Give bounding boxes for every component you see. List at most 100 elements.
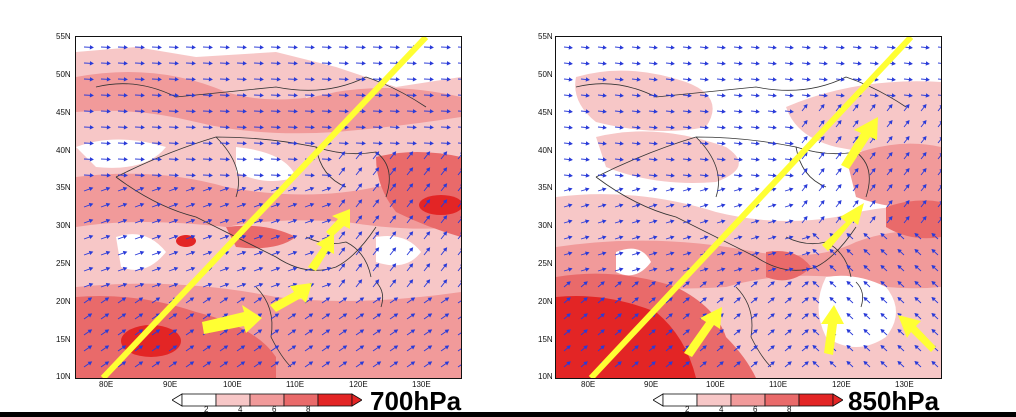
wind-vector-head [391, 279, 397, 284]
wind-vector-head [721, 61, 726, 66]
wind-vector [457, 348, 461, 352]
wind-vector-head [408, 183, 414, 188]
wind-vector-head [173, 234, 179, 240]
wind-vector-head [139, 202, 145, 208]
wind-vector-head [619, 251, 624, 256]
wind-vector-head [755, 61, 760, 66]
wind-vector-head [789, 61, 794, 66]
wind-vector-head [326, 202, 332, 208]
wind-vector-head [721, 203, 726, 208]
wind-vector-head [87, 345, 93, 350]
wind-vector-head [139, 186, 145, 192]
wind-vector-head [803, 103, 808, 109]
wind-vector-head [310, 173, 315, 178]
wind-vector [937, 202, 941, 208]
wind-vector-head [189, 329, 195, 334]
map-700hpa-svg: (function(){ var svgNS="http://www.w3.or… [76, 37, 461, 378]
wind-vector-head [812, 232, 817, 238]
wind-vector-head [442, 263, 448, 268]
wind-vector-head [225, 173, 230, 178]
wind-vector-head [685, 297, 690, 302]
wind-vector-head [340, 231, 346, 236]
wind-vector-head [880, 328, 885, 334]
lat-tick: 45N [538, 108, 553, 117]
wind-vector-head [568, 61, 573, 66]
wind-vector-head [721, 77, 726, 82]
wind-vector-head [259, 61, 264, 66]
wind-vector-head [242, 45, 247, 50]
wind-vector-head [410, 297, 416, 302]
wind-vector-head [87, 329, 93, 334]
wind-vector-head [361, 109, 366, 114]
wind-vector-head [224, 282, 230, 288]
lon-tick: 80E [99, 380, 114, 389]
wind-vector-head [223, 313, 229, 318]
lat-tick: 35N [56, 183, 71, 192]
wind-vector-head [275, 218, 281, 224]
wind-vector-head [854, 119, 859, 125]
wind-vector [457, 154, 461, 160]
wind-vector-head [274, 297, 280, 302]
wind-vector-head [174, 125, 179, 130]
wind-vector-head [704, 93, 709, 98]
wind-vector-head [719, 345, 724, 350]
wind-vector-head [806, 267, 811, 272]
wind-vector-head [207, 234, 213, 240]
wind-vector-head [568, 45, 573, 50]
wind-vector-head [670, 77, 675, 82]
wind-vector [457, 250, 461, 256]
wind-vector-head [258, 282, 264, 288]
wind-vector-head [804, 313, 809, 318]
wind-vector-head [208, 157, 213, 162]
wind-vector-head [704, 61, 709, 66]
wind-vector-head [653, 93, 658, 98]
wind-vector-head [173, 282, 179, 288]
wind-vector-head [374, 279, 380, 284]
wind-vector-head [636, 251, 641, 256]
wind-vector [457, 234, 461, 240]
wind-vector-head [257, 297, 263, 302]
wind-vector-head [905, 199, 910, 205]
wind-vector-head [408, 167, 414, 172]
wind-vector-head [121, 361, 127, 366]
wind-vector-head [846, 232, 851, 238]
wind-vector-head [207, 218, 213, 224]
wind-vector-head [105, 234, 111, 240]
wind-vector-head [854, 183, 859, 189]
wind-vector-head [874, 61, 879, 66]
wind-vector-head [344, 125, 349, 130]
wind-vector-head [242, 157, 247, 162]
wind-vector-head [241, 266, 247, 272]
wind-vector-head [789, 235, 794, 240]
wind-vector-head [687, 61, 692, 66]
wind-vector-head [583, 281, 588, 286]
wind-vector-head [309, 202, 315, 208]
wind-vector-head [602, 173, 607, 178]
wind-vector-head [106, 141, 111, 146]
wind-vector-head [191, 109, 196, 114]
wind-vector-head [736, 297, 741, 302]
wind-vector-head [755, 267, 760, 272]
wind-vector-head [105, 282, 111, 288]
wind-vector-head [585, 109, 590, 114]
wind-vector-head [755, 187, 760, 192]
lon-tick: 80E [581, 380, 596, 389]
wind-vector-head [568, 109, 573, 114]
wind-vector-head [854, 199, 859, 205]
wind-vector [457, 332, 461, 336]
wind-vector-head [156, 250, 162, 256]
wind-vector-head [325, 361, 331, 366]
wind-vector-head [138, 313, 144, 318]
lat-tick: 35N [538, 183, 553, 192]
wind-vector-head [772, 173, 777, 178]
wind-vector-head [327, 45, 332, 50]
wind-vector-head [668, 313, 673, 318]
wind-vector-head [342, 345, 348, 350]
wind-vector [937, 106, 941, 112]
wind-vector-head [225, 77, 230, 82]
wind-vector-head [905, 119, 910, 125]
wind-vector-head [568, 125, 573, 130]
wind-vector-head [174, 77, 179, 82]
wind-vector-head [770, 281, 775, 286]
wind-vector-head [585, 125, 590, 130]
